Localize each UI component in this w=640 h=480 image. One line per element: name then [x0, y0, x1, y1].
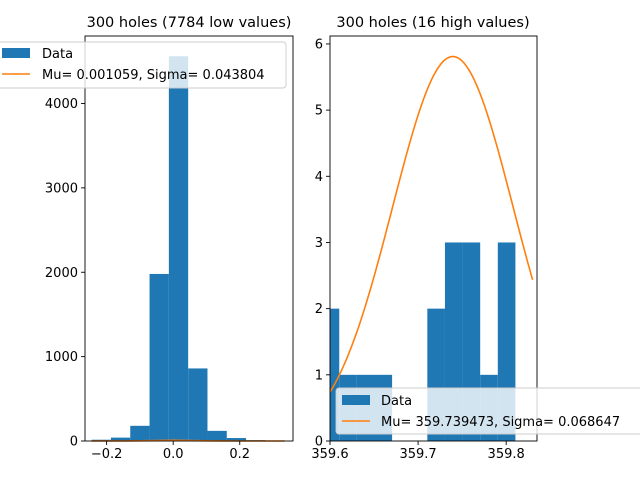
y-tick-label: 6 [315, 37, 323, 52]
y-tick-label: 1000 [45, 350, 78, 365]
histogram-bar [168, 56, 189, 441]
y-tick-label: 2000 [45, 266, 78, 281]
chart-right-x-axis: 359.6 359.7 359.8 [311, 441, 525, 462]
legend-data-swatch [2, 48, 30, 58]
chart-right-title: 300 holes (16 high values) [336, 15, 529, 31]
y-tick-label: 3000 [45, 181, 78, 196]
histogram-bar [188, 368, 208, 441]
legend-fit-label: Mu= 359.739473, Sigma= 0.068647 [381, 415, 620, 430]
x-tick-label: 0.2 [229, 447, 250, 462]
chart-right: 300 holes (16 high values) 359.6 359.7 359… [311, 15, 640, 462]
x-tick-label: 359.7 [399, 447, 436, 462]
chart-right-legend: Data Mu= 359.739473, Sigma= 0.068647 [335, 387, 640, 435]
y-tick-label: 4 [315, 170, 323, 185]
histogram-bar [226, 438, 247, 441]
x-tick-label: −0.2 [91, 447, 123, 462]
y-tick-label: 3 [315, 236, 323, 251]
y-tick-label: 1 [315, 368, 323, 383]
y-tick-label: 0 [315, 435, 323, 450]
legend-data-label: Data [381, 394, 412, 409]
legend-data-label: Data [42, 47, 73, 62]
chart-right-axes-frame [329, 35, 538, 442]
chart-left: 300 holes (7784 low values) −0.2 0.0 0.2 0… [0, 15, 294, 462]
legend-data-swatch [342, 395, 370, 405]
chart-left-bars [91, 56, 285, 441]
y-tick-label: 2 [315, 302, 323, 317]
histogram-bar [130, 425, 150, 441]
chart-left-y-axis: 0 1000 2000 3000 4000 [45, 97, 85, 450]
chart-left-legend: Data Mu= 0.001059, Sigma= 0.043804 [0, 41, 287, 89]
x-tick-label: 359.8 [488, 447, 525, 462]
y-tick-label: 5 [315, 104, 323, 119]
y-tick-label: 0 [70, 435, 78, 450]
chart-right-curve [329, 55, 534, 393]
fit-curve [329, 55, 534, 393]
x-tick-label: 0.0 [163, 447, 184, 462]
chart-left-title: 300 holes (7784 low values) [87, 15, 292, 31]
x-tick-label: 359.6 [311, 447, 348, 462]
legend-frame [335, 387, 640, 435]
histogram-bar [207, 430, 227, 441]
histogram-bar [149, 273, 169, 441]
legend-frame [0, 41, 287, 89]
chart-left-axes-frame [84, 35, 294, 442]
chart-right-y-axis: 0 1 2 3 4 5 6 [315, 37, 330, 450]
legend-fit-label: Mu= 0.001059, Sigma= 0.043804 [42, 68, 265, 83]
y-tick-label: 4000 [45, 97, 78, 112]
histogram-bar [110, 437, 131, 441]
chart-left-x-axis: −0.2 0.0 0.2 [91, 441, 250, 462]
histogram-bar [330, 308, 340, 441]
